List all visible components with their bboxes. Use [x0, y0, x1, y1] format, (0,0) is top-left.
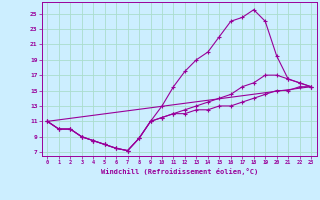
X-axis label: Windchill (Refroidissement éolien,°C): Windchill (Refroidissement éolien,°C): [100, 168, 258, 175]
